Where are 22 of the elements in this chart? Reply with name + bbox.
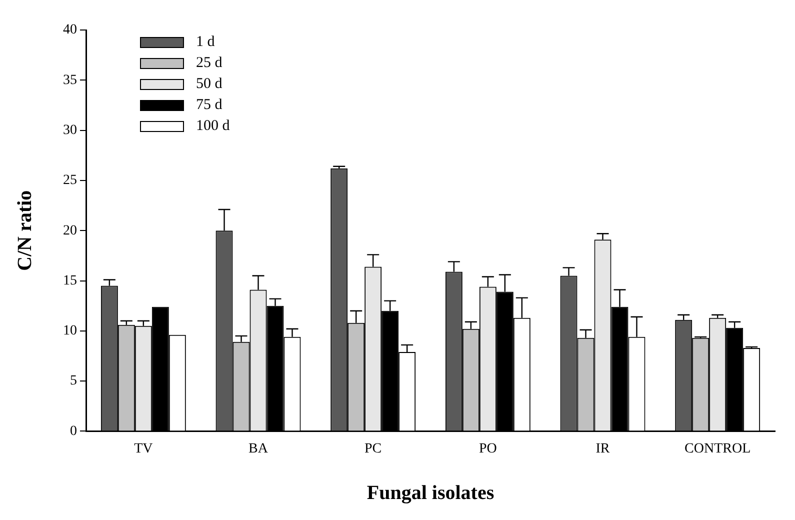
legend-label: 50 d xyxy=(196,76,222,93)
y-tick-label: 30 xyxy=(63,122,77,138)
x-tick-label: IR xyxy=(596,441,610,456)
x-tick-label: PC xyxy=(364,441,382,456)
y-tick-label: 35 xyxy=(63,72,77,88)
legend-label: 75 d xyxy=(196,97,222,114)
x-tick-label: CONTROL xyxy=(684,441,751,456)
x-tick-label: TV xyxy=(134,441,153,456)
y-tick-label: 20 xyxy=(63,223,77,238)
y-axis-title: C/N ratio xyxy=(14,190,36,271)
x-tick-label: PO xyxy=(478,441,497,456)
y-tick-label: 0 xyxy=(70,424,77,439)
legend-label: 1 d xyxy=(196,34,215,51)
x-tick-label: BA xyxy=(248,441,269,456)
y-tick-label: 25 xyxy=(63,173,77,188)
y-tick-label: 10 xyxy=(63,324,77,339)
y-tick-label: 5 xyxy=(70,374,77,389)
legend-label: 25 d xyxy=(196,55,222,72)
y-tick-label: 15 xyxy=(63,273,77,288)
x-axis-title: Fungal isolates xyxy=(366,482,494,504)
y-tick-label: 40 xyxy=(63,22,77,38)
legend-label: 100 d xyxy=(196,118,230,135)
